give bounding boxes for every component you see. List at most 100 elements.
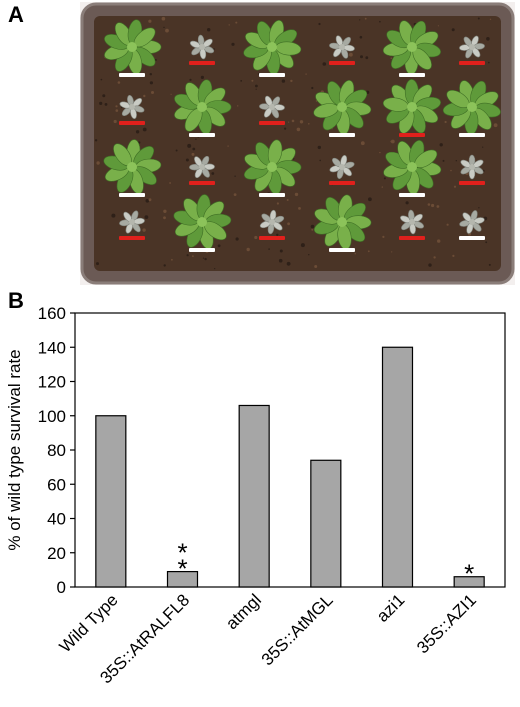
soil-speck: [255, 84, 258, 88]
soil-speck: [286, 199, 289, 201]
soil-speck: [360, 141, 365, 146]
rosette-center: [197, 102, 207, 112]
rosette-center: [267, 42, 277, 52]
soil-speck: [442, 159, 445, 162]
soil-speck: [233, 193, 237, 197]
rosette-center: [407, 162, 417, 172]
label-bar-white: [119, 73, 145, 77]
soil-speck: [308, 254, 310, 256]
soil-speck: [276, 202, 279, 205]
soil-speck: [115, 109, 119, 112]
plant-green: [174, 79, 232, 135]
soil-speck: [382, 235, 385, 238]
label-bar-red: [119, 236, 145, 240]
plant-green: [382, 20, 441, 75]
soil-speck: [235, 237, 239, 241]
soil-speck: [192, 255, 194, 257]
soil-speck: [99, 101, 103, 105]
soil-speck: [354, 253, 356, 255]
label-bar-red: [459, 181, 485, 185]
soil-speck: [163, 26, 165, 29]
plant-dead: [459, 35, 485, 59]
label-bar-red: [119, 121, 145, 125]
rosette-center: [407, 42, 417, 52]
soil-speck: [284, 127, 287, 130]
soil-speck: [170, 93, 172, 95]
bar: [310, 459, 342, 588]
soil-speck: [163, 216, 166, 220]
soil-speck: [186, 254, 189, 257]
soil-speck: [100, 78, 103, 81]
soil-speck: [488, 263, 491, 266]
soil-speck: [391, 251, 393, 253]
soil-speck: [437, 25, 439, 27]
y-tick-label: 160: [38, 304, 66, 323]
soil-speck: [437, 239, 441, 243]
y-tick-label: 120: [38, 373, 66, 392]
soil-speck: [433, 256, 436, 259]
soil-speck: [311, 86, 314, 90]
soil-speck: [96, 262, 99, 266]
soil-speck: [405, 201, 409, 205]
bar: [95, 415, 127, 588]
y-axis-label: % of wild type survival rate: [5, 349, 24, 550]
soil-speck: [477, 17, 480, 20]
soil-speck: [444, 120, 447, 124]
label-bar-white: [459, 133, 485, 137]
soil-speck: [368, 197, 372, 202]
soil-speck: [169, 182, 171, 184]
soil-speck: [431, 203, 435, 208]
x-tick-label: Wild Type: [56, 590, 122, 656]
soil-speck: [145, 199, 150, 203]
soil-speck: [281, 79, 286, 83]
soil-speck: [117, 81, 121, 84]
soil-speck: [227, 145, 229, 147]
soil-speck: [94, 139, 98, 142]
soil-speck: [288, 121, 290, 123]
soil-speck: [228, 24, 230, 26]
bar: [166, 570, 199, 588]
soil-speck: [187, 143, 192, 148]
soil-speck: [360, 55, 363, 59]
label-bar-white: [329, 133, 355, 137]
soil-speck: [319, 159, 321, 162]
label-bar-red: [329, 61, 355, 65]
label-bar-red: [459, 61, 485, 65]
soil-speck: [96, 161, 100, 165]
plant-green: [173, 194, 232, 250]
rosette-center: [337, 102, 347, 112]
significance-star: *: [177, 554, 187, 584]
soil-speck: [452, 254, 455, 257]
soil-speck: [310, 224, 315, 229]
soil-speck: [428, 263, 432, 267]
plant-tray-photo: [80, 2, 515, 285]
rosette-center: [127, 162, 137, 172]
soil-speck: [359, 35, 363, 39]
soil-speck: [175, 149, 178, 152]
soil-speck: [299, 120, 304, 124]
soil-speck: [290, 79, 293, 83]
soil-speck: [161, 16, 166, 21]
panel-label-a: A: [8, 2, 24, 27]
x-tick-label: azi1: [373, 590, 408, 625]
label-bar-red: [329, 181, 355, 185]
rosette-center: [197, 217, 207, 227]
label-bar-white: [189, 248, 215, 252]
y-tick-label: 20: [47, 544, 66, 563]
soil-speck: [322, 62, 327, 66]
soil-speck: [200, 75, 204, 79]
y-tick-label: 60: [47, 475, 66, 494]
label-bar-white: [399, 73, 425, 77]
soil-speck: [142, 127, 147, 132]
rosette-center: [469, 44, 475, 50]
y-tick-label: 0: [57, 578, 66, 597]
x-tick-label: atmgl: [222, 590, 265, 633]
survival-bar-chart: 0 20 40 60 80 100 120 140 160 % of wild type surv…: [5, 304, 506, 687]
soil-speck: [113, 119, 117, 124]
label-bar-white: [189, 133, 215, 137]
soil-speck: [192, 147, 196, 151]
soil-speck: [381, 186, 383, 188]
soil-speck: [439, 143, 443, 147]
rosette-center: [199, 164, 205, 170]
soil-speck: [279, 249, 283, 253]
